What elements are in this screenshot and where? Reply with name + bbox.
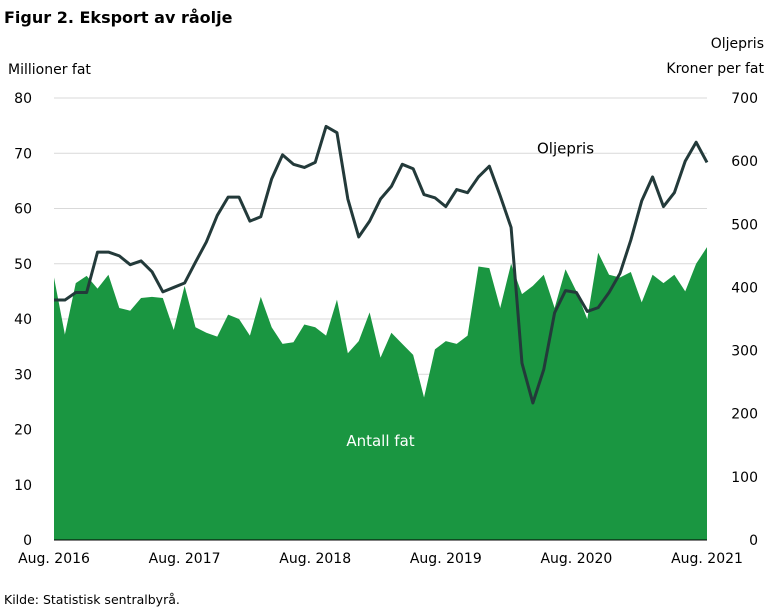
left-tick-label: 10 — [14, 478, 32, 494]
left-tick-label: 0 — [23, 533, 32, 549]
left-tick-label: 60 — [14, 202, 32, 218]
x-axis-ticks: Aug. 2016 Aug. 2017 Aug. 2018 Aug. 2019 Aug.… — [18, 551, 743, 567]
annotation-oljepris: Oljepris — [537, 140, 594, 158]
x-tick-label: Aug. 2021 — [671, 551, 743, 567]
x-tick-label: Aug. 2016 — [18, 551, 90, 567]
source-note: Kilde: Statistisk sentralbyrå. — [4, 592, 180, 607]
left-tick-label: 70 — [14, 146, 32, 162]
left-axis-unit-label: Millioner fat — [8, 62, 91, 78]
right-tick-label: 700 — [731, 91, 758, 107]
x-tick-label: Aug. 2019 — [410, 551, 482, 567]
x-tick-label: Aug. 2018 — [279, 551, 351, 567]
figure-title: Figur 2. Eksport av råolje — [4, 8, 233, 27]
left-tick-label: 20 — [14, 423, 32, 439]
right-tick-label: 400 — [731, 280, 758, 296]
left-tick-label: 80 — [14, 91, 32, 107]
left-tick-label: 30 — [14, 367, 32, 383]
right-tick-label: 300 — [731, 344, 758, 360]
right-tick-label: 100 — [731, 470, 758, 486]
right-tick-label: 500 — [731, 217, 758, 233]
right-axis-title: Oljepris — [710, 36, 764, 52]
left-tick-label: 40 — [14, 312, 32, 328]
x-tick-label: Aug. 2020 — [540, 551, 612, 567]
left-tick-label: 50 — [14, 257, 32, 273]
right-axis-ticks: 0 100 200 300 400 500 600 700 — [731, 91, 758, 549]
right-tick-label: 0 — [749, 533, 758, 549]
x-tick-label: Aug. 2017 — [149, 551, 221, 567]
line-oljepris — [54, 124, 709, 405]
area-antall-fat — [54, 247, 707, 540]
right-tick-label: 600 — [731, 154, 758, 170]
left-axis-ticks: 0 10 20 30 40 50 60 70 80 — [14, 91, 32, 549]
annotation-antall-fat: Antall fat — [346, 432, 414, 450]
right-axis-unit-label: Kroner per fat — [666, 61, 764, 77]
right-tick-label: 200 — [731, 407, 758, 423]
